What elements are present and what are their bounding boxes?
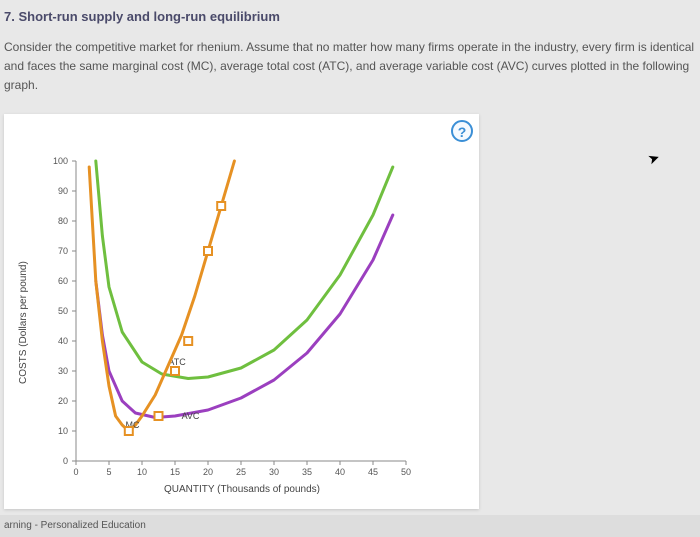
svg-text:5: 5	[106, 467, 111, 477]
svg-text:30: 30	[58, 366, 68, 376]
svg-text:20: 20	[203, 467, 213, 477]
svg-text:0: 0	[73, 467, 78, 477]
svg-text:AVC: AVC	[182, 411, 200, 421]
chart-panel: ? COSTS (Dollars per pound) QUANTITY (Th…	[4, 114, 479, 509]
svg-text:15: 15	[170, 467, 180, 477]
svg-text:0: 0	[63, 456, 68, 466]
svg-text:50: 50	[401, 467, 411, 477]
help-button[interactable]: ?	[451, 120, 473, 142]
svg-text:100: 100	[53, 156, 68, 166]
svg-text:40: 40	[335, 467, 345, 477]
cost-curves-chart: 0 10 20 30 40 50 60 70 80 90 100 0 5 10 15 20 25 30 35 40 45…	[46, 156, 416, 486]
svg-text:30: 30	[269, 467, 279, 477]
svg-text:10: 10	[137, 467, 147, 477]
svg-text:35: 35	[302, 467, 312, 477]
svg-text:80: 80	[58, 216, 68, 226]
q-title: Short-run supply and long-run equilibriu…	[18, 9, 279, 24]
cursor-icon: ➤	[646, 149, 663, 169]
q-number: 7.	[4, 9, 18, 24]
svg-text:70: 70	[58, 246, 68, 256]
question-description: Consider the competitive market for rhen…	[0, 30, 700, 96]
svg-text:40: 40	[58, 336, 68, 346]
y-axis-label: COSTS (Dollars per pound)	[18, 261, 29, 384]
svg-text:10: 10	[58, 426, 68, 436]
svg-text:90: 90	[58, 186, 68, 196]
svg-text:60: 60	[58, 276, 68, 286]
footer-text: arning - Personalized Education	[0, 515, 700, 537]
svg-text:50: 50	[58, 306, 68, 316]
svg-text:20: 20	[58, 396, 68, 406]
svg-text:25: 25	[236, 467, 246, 477]
svg-text:45: 45	[368, 467, 378, 477]
